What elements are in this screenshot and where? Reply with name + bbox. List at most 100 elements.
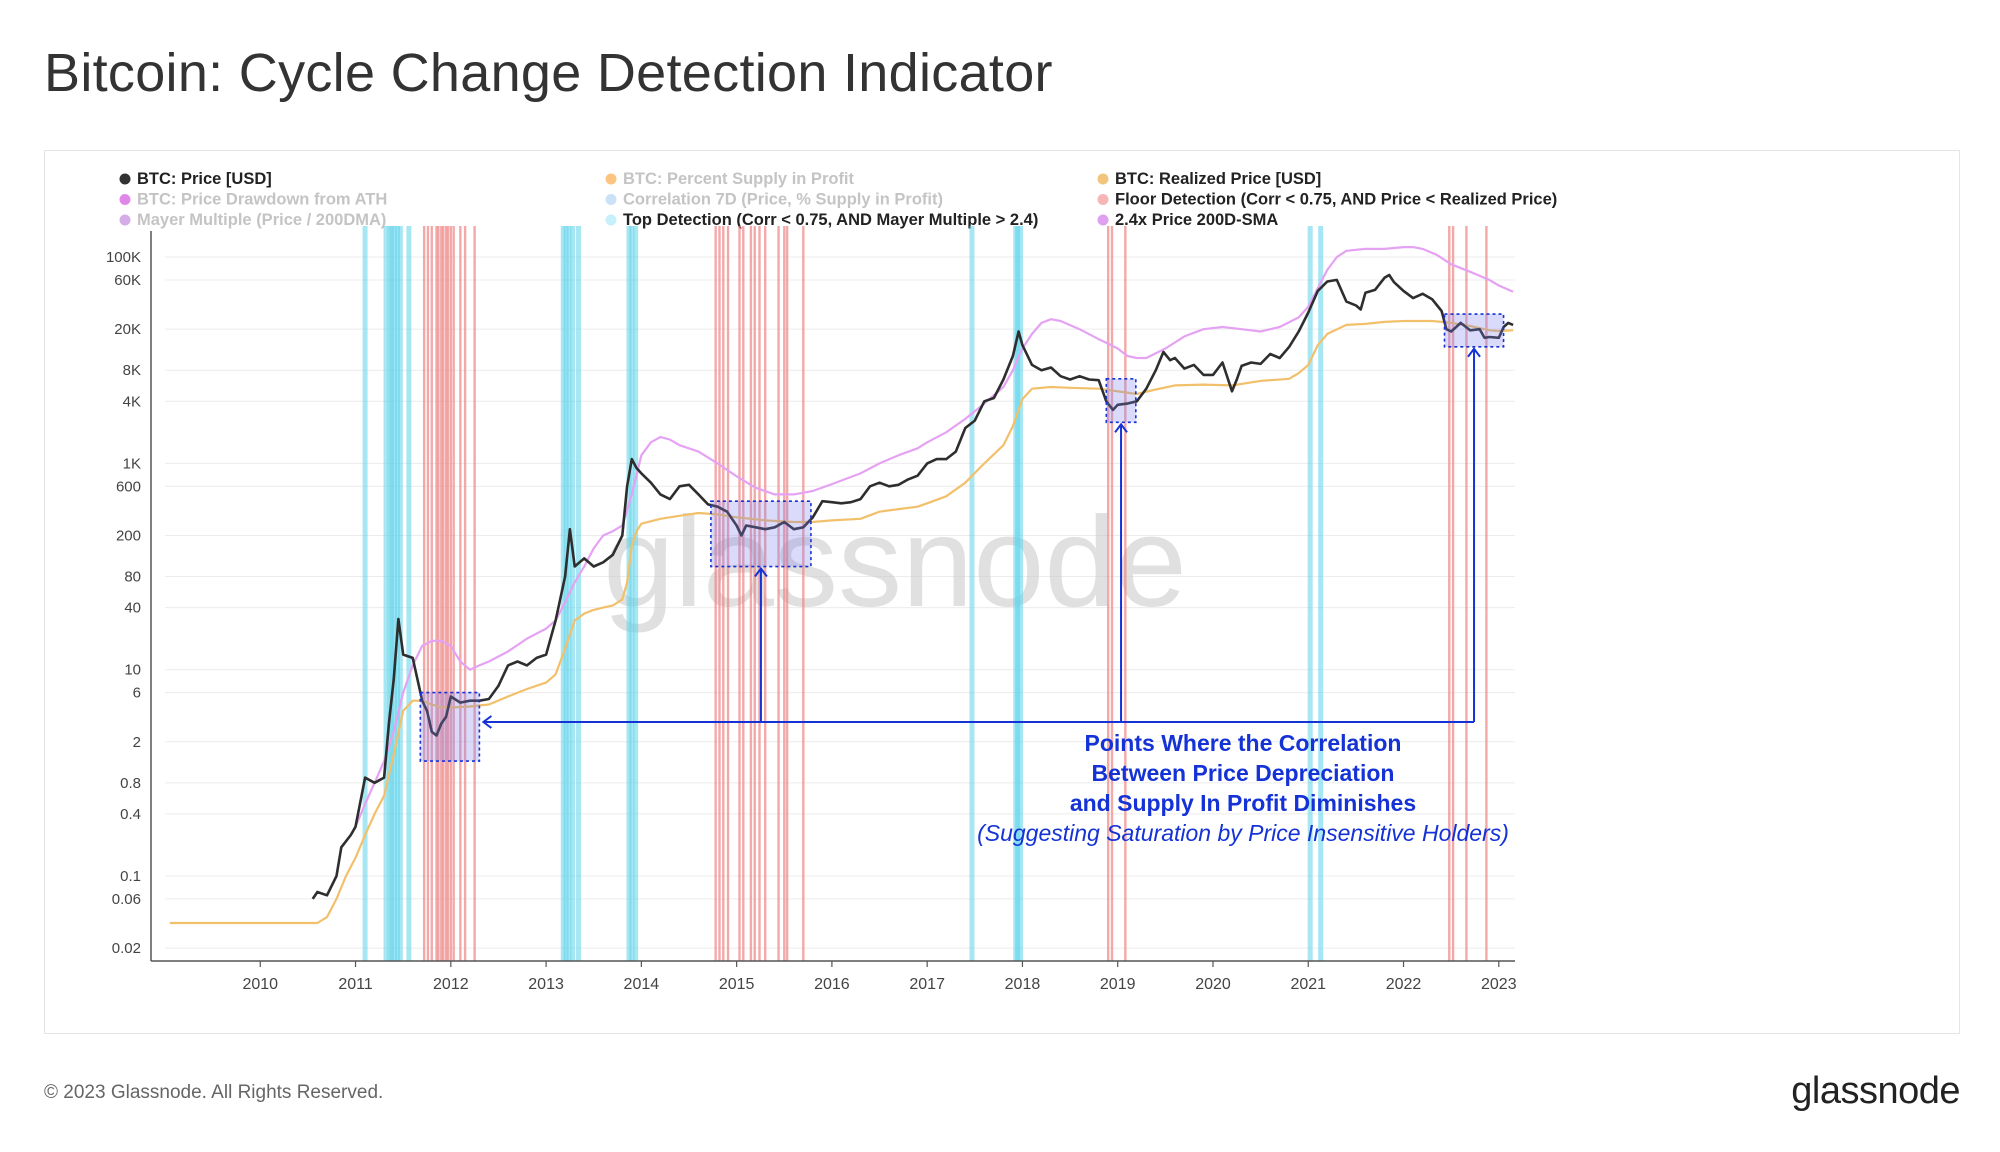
- y-tick-label: 0.4: [120, 806, 141, 823]
- x-tick-label: 2016: [814, 976, 850, 993]
- y-tick-label: 0.02: [112, 940, 141, 957]
- floor-detection-band: [426, 226, 430, 961]
- floor-detection-band: [463, 226, 467, 961]
- top-detection-band: [406, 226, 412, 961]
- x-tick-label: 2012: [433, 976, 469, 993]
- annotation-line-2: Between Price Depreciation: [1092, 760, 1395, 786]
- legend-label-5: Floor Detection (Corr < 0.75, AND Price …: [1115, 191, 1557, 209]
- floor-detection-band: [452, 226, 455, 961]
- legend-swatch-5: [1097, 194, 1109, 205]
- y-tick-label: 0.06: [112, 891, 141, 908]
- y-tick-label: 20K: [114, 321, 141, 338]
- y-tick-label: 60K: [114, 272, 141, 289]
- floor-detection-band: [722, 226, 725, 961]
- top-detection-band: [626, 226, 632, 961]
- top-detection-band: [570, 226, 576, 961]
- legend-label-7: Top Detection (Corr < 0.75, AND Mayer Mu…: [623, 211, 1038, 229]
- legend-swatch-7: [605, 214, 617, 226]
- legend-label-0: BTC: Price [USD]: [137, 170, 272, 188]
- legend-swatch-6: [119, 214, 131, 226]
- top-detection-band: [629, 226, 635, 961]
- page-title: Bitcoin: Cycle Change Detection Indicato…: [44, 43, 1053, 103]
- floor-detection-band: [444, 226, 448, 961]
- legend-swatch-8: [1097, 214, 1109, 226]
- y-tick-label: 40: [124, 600, 141, 617]
- series-line-0: [311, 273, 1514, 900]
- annotation-boxes: [419, 313, 1505, 762]
- floor-detection-band: [1106, 226, 1110, 961]
- detection-bands: [362, 226, 1488, 961]
- y-tick-label: 8K: [123, 362, 141, 379]
- annotation-text: Points Where the Correlation Between Pri…: [977, 730, 1509, 846]
- y-tick-label: 0.1: [120, 868, 141, 885]
- floor-detection-band: [1451, 226, 1455, 961]
- floor-detection-band: [753, 226, 756, 961]
- floor-detection-band: [1485, 226, 1488, 961]
- annotation-line-4: (Suggesting Saturation by Price Insensit…: [977, 820, 1509, 846]
- floor-detection-band: [764, 226, 767, 961]
- arrowhead-up-2: [1114, 422, 1128, 433]
- floor-detection-band: [435, 226, 438, 961]
- floor-detection-band: [459, 226, 462, 961]
- floor-detection-band: [440, 226, 443, 961]
- legend-swatch-3: [119, 194, 131, 205]
- y-tick-label: 200: [116, 527, 141, 544]
- floor-detection-band: [473, 226, 476, 961]
- legend-swatch-0: [119, 173, 131, 185]
- floor-detection-band: [449, 226, 453, 961]
- top-detection-band: [392, 226, 398, 961]
- y-tick-label: 100K: [106, 249, 141, 266]
- y-tick-label: 1K: [123, 455, 141, 472]
- watermark-text: glassnode: [603, 491, 1187, 634]
- floor-detection-band: [785, 226, 789, 961]
- annotation-box-3: [1443, 313, 1505, 348]
- annotation-box-0: [419, 691, 481, 762]
- top-detection-band: [969, 226, 975, 961]
- x-tick-label: 2015: [719, 976, 755, 993]
- chart-frame: BTC: Price [USD] BTC: Percent Supply in P…: [44, 150, 1960, 1034]
- floor-detection-band: [802, 226, 805, 961]
- arrowhead-left: [481, 715, 492, 729]
- top-detection-band: [1318, 226, 1324, 961]
- legend-label-3: BTC: Price Drawdown from ATH: [137, 191, 387, 209]
- legend-swatch-1: [605, 173, 617, 185]
- x-tick-label: 2018: [1005, 976, 1041, 993]
- top-detection-band: [1018, 226, 1024, 961]
- x-tick-label: 2010: [242, 976, 278, 993]
- annotation-box-1: [710, 500, 812, 568]
- series-lines: [169, 246, 1514, 925]
- y-tick-label: 2: [133, 734, 141, 751]
- top-detection-band: [389, 226, 395, 961]
- axes: 100K 60K 20K 8K 4K 1K 600 200 80 40 10 6 2 0.8 0.4 0.1 0…: [106, 231, 1517, 993]
- floor-detection-band: [758, 226, 761, 961]
- y-tick-label: 80: [124, 569, 141, 586]
- floor-detection-band: [714, 226, 717, 961]
- top-detection-band: [575, 226, 581, 961]
- floor-detection-band: [437, 226, 440, 961]
- legend-label-4: Correlation 7D (Price, % Supply in Profi…: [623, 191, 943, 209]
- top-detection-band: [633, 226, 639, 961]
- legend-swatch-4: [605, 194, 617, 205]
- x-tick-label: 2020: [1195, 976, 1231, 993]
- floor-detection-band: [726, 226, 730, 961]
- series-line-2: [354, 246, 1514, 828]
- top-detection-band: [394, 226, 400, 961]
- floor-detection-band: [749, 226, 753, 961]
- top-detection-band: [563, 226, 569, 961]
- legend-label-2: BTC: Realized Price [USD]: [1115, 170, 1321, 188]
- top-detection-band: [397, 226, 403, 961]
- floor-detection-band: [446, 226, 450, 961]
- floor-detection-band: [783, 226, 786, 961]
- y-tick-label: 4K: [123, 393, 141, 410]
- floor-detection-band: [1465, 226, 1468, 961]
- legend: BTC: Price [USD] BTC: Percent Supply in P…: [119, 170, 1557, 229]
- top-detection-band: [1307, 226, 1313, 961]
- floor-detection-band: [718, 226, 721, 961]
- x-tick-label: 2014: [624, 976, 660, 993]
- top-detection-band: [560, 226, 566, 961]
- chart-svg: BTC: Price [USD] BTC: Percent Supply in P…: [106, 170, 1557, 993]
- floor-detection-band: [422, 226, 426, 961]
- y-tick-label: 600: [116, 478, 141, 495]
- glassnode-logo: glassnode: [1791, 1070, 1960, 1112]
- floor-detection-band: [738, 226, 741, 961]
